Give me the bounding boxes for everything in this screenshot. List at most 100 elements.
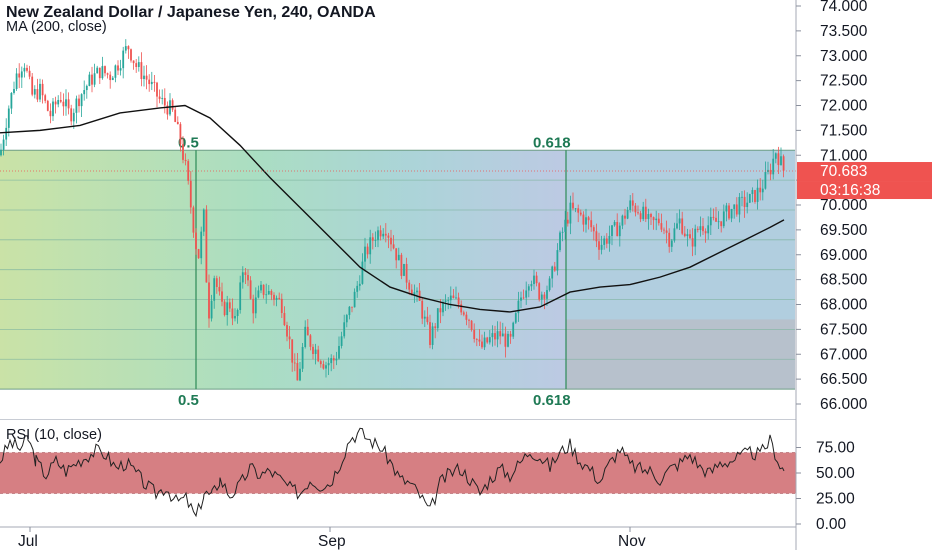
candle-body bbox=[325, 365, 327, 369]
candle-body bbox=[228, 302, 231, 309]
candle-body bbox=[392, 244, 395, 249]
candle-body bbox=[382, 233, 385, 237]
candle-body bbox=[239, 282, 242, 310]
candle-body bbox=[200, 231, 203, 259]
candle-body bbox=[595, 231, 598, 242]
candle-body bbox=[301, 347, 304, 369]
candle-body bbox=[195, 232, 197, 250]
candle-body bbox=[548, 278, 551, 291]
candle-body bbox=[738, 196, 741, 215]
candle-body bbox=[132, 60, 135, 64]
rsi-axis-label: 0.00 bbox=[816, 516, 847, 533]
candle-body bbox=[608, 235, 611, 244]
candle-body bbox=[592, 227, 595, 232]
candle-body bbox=[574, 208, 577, 210]
candle-body bbox=[122, 50, 125, 69]
candle-body bbox=[603, 238, 606, 245]
candle-body bbox=[741, 196, 743, 198]
candle-body bbox=[390, 237, 392, 245]
candle-body bbox=[691, 238, 694, 247]
candle-body bbox=[148, 79, 151, 85]
rsi-line bbox=[0, 427, 785, 518]
candle-body bbox=[33, 89, 36, 95]
candle-body bbox=[681, 218, 684, 234]
rsi-indicator-label: RSI (10, close) bbox=[6, 427, 102, 443]
candle-body bbox=[696, 228, 699, 230]
candle-body bbox=[733, 204, 736, 210]
candle-body bbox=[751, 190, 754, 195]
candle-body bbox=[670, 240, 673, 247]
ma-indicator-label: MA (200, close) bbox=[6, 19, 107, 35]
candle-body bbox=[234, 316, 236, 319]
candle-body bbox=[777, 153, 780, 166]
candle-body bbox=[15, 73, 18, 89]
candle-body bbox=[10, 92, 13, 109]
candle-body bbox=[475, 339, 478, 340]
candle-body bbox=[28, 70, 31, 77]
candle-body bbox=[117, 65, 119, 71]
candle-body bbox=[715, 217, 717, 222]
candle-body bbox=[655, 218, 658, 221]
candle-body bbox=[18, 73, 21, 78]
candle-body bbox=[637, 212, 639, 214]
candle-body bbox=[127, 46, 130, 50]
candle-body bbox=[434, 326, 437, 329]
candle-body bbox=[772, 158, 775, 175]
candle-body bbox=[722, 211, 725, 227]
candle-body bbox=[644, 206, 647, 220]
candle-body bbox=[205, 209, 208, 283]
candle-body bbox=[566, 219, 569, 224]
candle-body bbox=[426, 316, 429, 323]
candle-body bbox=[5, 127, 8, 140]
candle-body bbox=[499, 331, 502, 337]
candle-body bbox=[158, 96, 161, 99]
price-axis-label: 67.500 bbox=[820, 321, 868, 338]
candle-body bbox=[436, 308, 439, 329]
candle-body bbox=[137, 62, 140, 68]
candle-body bbox=[660, 223, 663, 230]
candle-body bbox=[421, 300, 424, 319]
candle-body bbox=[130, 49, 132, 61]
candle-body bbox=[709, 216, 712, 226]
candle-body bbox=[345, 315, 348, 323]
candle-body bbox=[553, 266, 556, 271]
price-axis-label: 73.000 bbox=[820, 48, 868, 65]
countdown-tag bbox=[797, 181, 932, 200]
candle-body bbox=[283, 313, 286, 326]
candle-body bbox=[0, 149, 2, 156]
candle-body bbox=[124, 46, 127, 51]
candle-body bbox=[106, 73, 109, 75]
candle-body bbox=[247, 274, 249, 281]
candle-body bbox=[111, 77, 114, 81]
candle-body bbox=[470, 320, 473, 330]
candle-body bbox=[174, 109, 177, 122]
candle-body bbox=[494, 333, 496, 340]
candle-body bbox=[270, 290, 273, 295]
price-axis-label: 68.500 bbox=[820, 272, 868, 289]
rsi-axis-label: 50.00 bbox=[816, 465, 855, 482]
candle-body bbox=[335, 358, 338, 361]
candle-body bbox=[374, 240, 377, 241]
candle-body bbox=[252, 298, 255, 314]
candle-body bbox=[78, 98, 80, 107]
candle-body bbox=[720, 221, 723, 227]
fib-label-0618-bottom: 0.618 bbox=[533, 392, 571, 409]
candle-body bbox=[23, 67, 26, 72]
candle-body bbox=[624, 215, 626, 219]
candle-body bbox=[236, 309, 239, 317]
price-axis: 74.000 73.500 73.000 72.500 72.000 71.500 71.0… bbox=[795, 0, 932, 550]
candle-body bbox=[665, 230, 668, 233]
candle-body bbox=[119, 68, 122, 71]
fib-label-0618-top: 0.618 bbox=[533, 134, 571, 151]
candle-body bbox=[754, 190, 756, 202]
candle-body bbox=[39, 83, 41, 100]
candle-body bbox=[569, 202, 572, 224]
rsi-pane bbox=[0, 427, 796, 518]
candle-body bbox=[748, 194, 751, 203]
price-axis-label: 73.500 bbox=[820, 23, 868, 40]
candle-body bbox=[759, 187, 762, 193]
candle-body bbox=[413, 292, 416, 296]
candle-body bbox=[639, 213, 642, 220]
candle-body bbox=[358, 283, 361, 286]
